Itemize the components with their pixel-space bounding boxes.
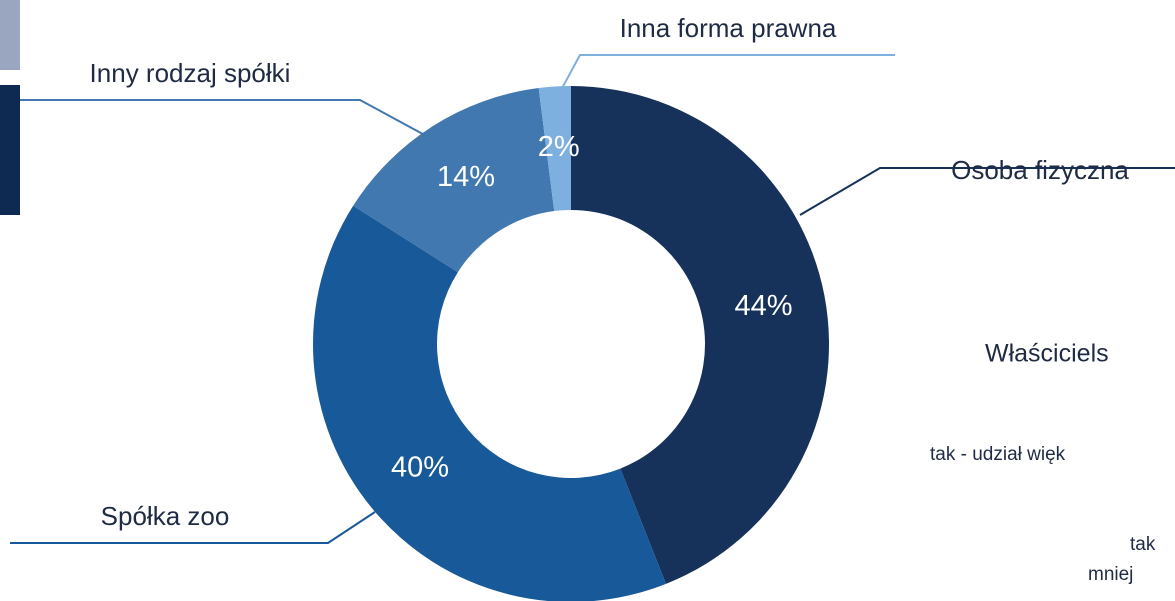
side-item: tak - udział więk [930,444,1066,465]
category-label: Spółka zoo [101,501,230,531]
category-label: Inny rodzaj spółki [90,58,291,88]
category-label: Osoba fizyczna [951,155,1129,185]
leader-line [10,511,376,544]
leader-line [559,54,895,93]
decor-block [0,85,20,215]
leader-line [799,167,1175,216]
donut-slice [538,86,571,212]
data-label: 14% [437,161,495,193]
leader-line [20,99,481,166]
donut-slice [313,205,666,601]
donut-slice [571,86,829,584]
donut-slice [353,88,555,273]
side-item: mniej [1088,564,1133,585]
data-label: 44% [735,290,793,322]
side-item: tak [1130,534,1156,555]
category-label: Inna forma prawna [620,13,837,43]
data-label: 2% [538,131,580,163]
data-label: 40% [391,452,449,484]
decor-block [0,0,20,70]
side-title: Właściciels [985,340,1109,368]
